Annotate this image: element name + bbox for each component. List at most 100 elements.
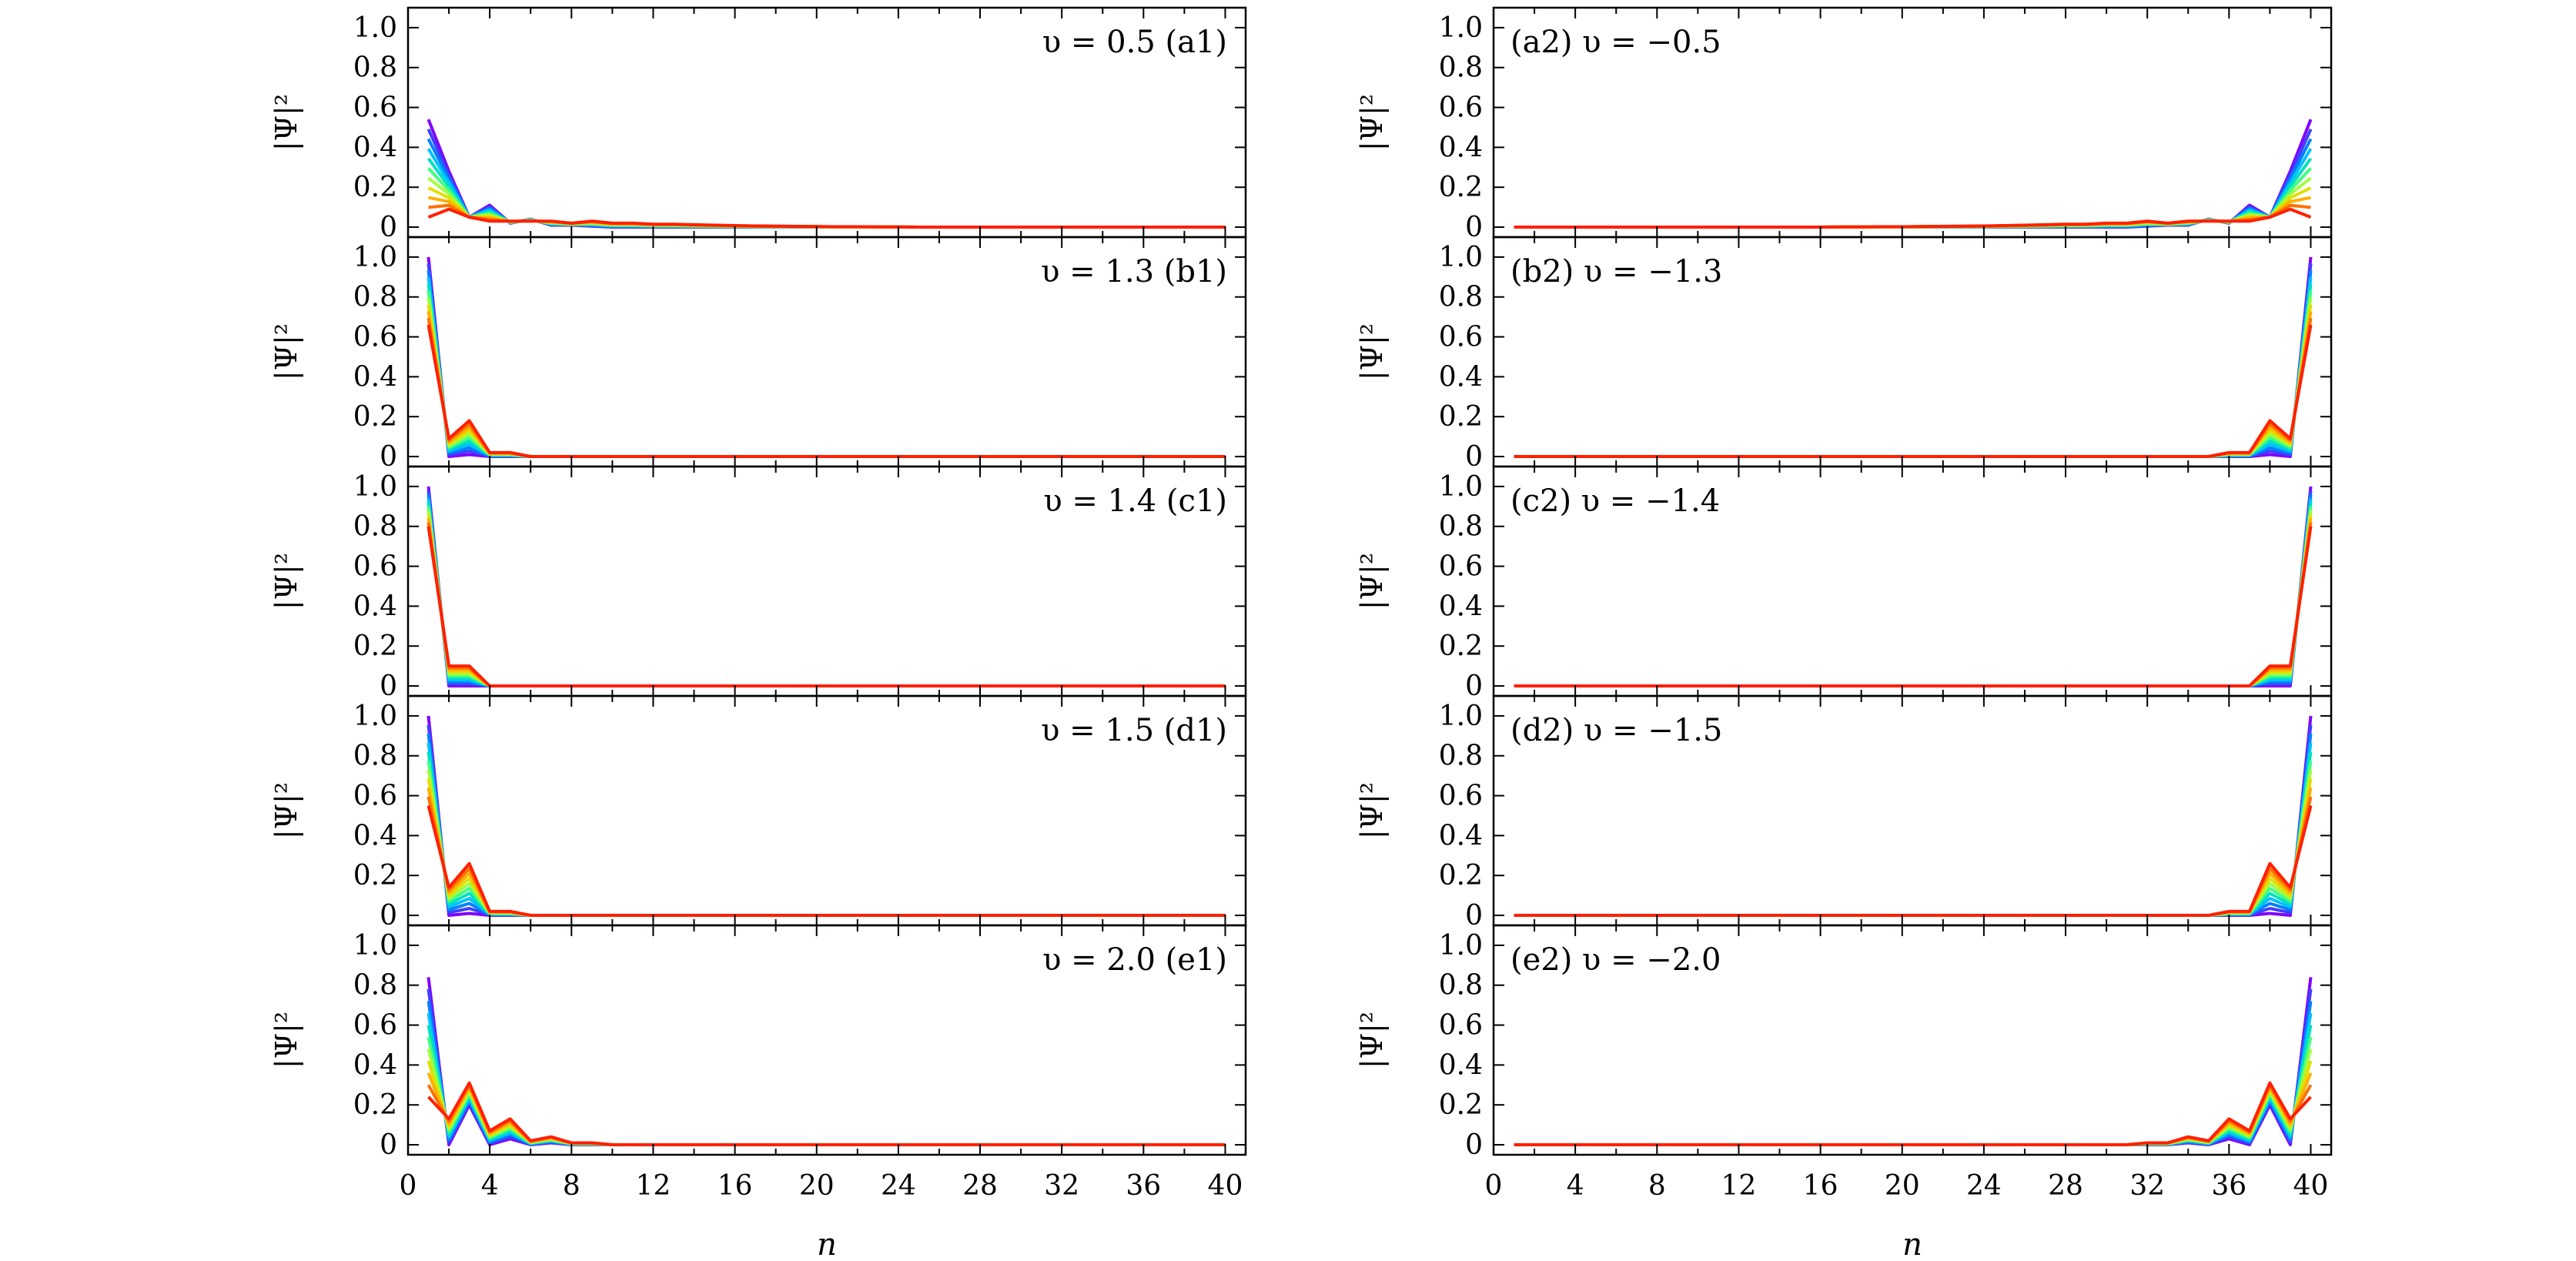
panel-annotation: (c2) υ = −1.4 xyxy=(1510,483,1720,519)
y-tick-label: 0 xyxy=(1465,441,1483,473)
series-line xyxy=(1514,796,2313,917)
panel-b1: 0 0.2 0.4 0.6 0.8 1.0 |Ψ|² υ = 1.3 (b1) xyxy=(269,236,1247,473)
y-tick-label: 0 xyxy=(380,900,397,932)
y-tick-label: 1.0 xyxy=(1439,12,1483,44)
x-tick-label: 16 xyxy=(718,1170,753,1202)
x-tick-label: 36 xyxy=(2211,1170,2246,1202)
series-group xyxy=(427,256,1226,458)
series-line xyxy=(427,518,1226,687)
y-tick-label: 0 xyxy=(1465,212,1483,243)
series-line xyxy=(427,526,1226,687)
y-axis-label: |Ψ|² xyxy=(269,553,303,610)
y-tick-label: 0.8 xyxy=(1439,282,1483,313)
series-line xyxy=(1514,1036,2313,1146)
series-line xyxy=(427,1049,1226,1146)
y-tick-label: 0.6 xyxy=(1439,551,1483,583)
y-axis-label: |Ψ|² xyxy=(1355,323,1389,380)
y-tick-label: 0 xyxy=(1465,1129,1483,1161)
y-tick-label: 1.0 xyxy=(1439,701,1483,732)
y-tick-label: 0 xyxy=(380,671,397,702)
series-line xyxy=(427,502,1226,687)
series-line xyxy=(427,988,1226,1146)
x-tick-label: 20 xyxy=(799,1170,835,1202)
panel-b2: 0 0.2 0.4 0.6 0.8 1.0 |Ψ|² (b2) υ = −1.3 xyxy=(1355,236,2333,473)
series-line xyxy=(1514,502,2313,687)
series-line xyxy=(1514,513,2313,687)
series-line xyxy=(1514,297,2313,458)
series-line xyxy=(427,1001,1226,1146)
series-group xyxy=(1514,486,2313,687)
y-axis-label: |Ψ|² xyxy=(1355,94,1389,151)
y-tick-label: 0.8 xyxy=(1439,970,1483,1002)
y-tick-label: 1.0 xyxy=(353,242,397,273)
series-line xyxy=(427,506,1226,687)
y-tick-label: 0.4 xyxy=(353,820,397,851)
x-tick-label: 28 xyxy=(962,1170,998,1202)
series-line xyxy=(1514,526,2313,687)
series-line xyxy=(1514,778,2313,917)
panel-annotation: υ = 1.3 (b1) xyxy=(1041,254,1227,289)
series-group xyxy=(1514,119,2313,229)
series-line xyxy=(427,805,1226,917)
series-line xyxy=(427,297,1226,458)
y-tick-label: 0.8 xyxy=(353,741,397,772)
plot-frame xyxy=(1492,924,2333,1156)
y-tick-label: 0.8 xyxy=(353,970,397,1002)
series-group xyxy=(427,486,1226,687)
series-line xyxy=(427,263,1226,458)
y-tick-label: 0.2 xyxy=(353,630,397,662)
y-tick-label: 0.6 xyxy=(1439,781,1483,812)
series-line xyxy=(427,498,1226,687)
series-line xyxy=(427,1025,1226,1146)
x-tick-label: 12 xyxy=(1721,1170,1757,1202)
y-tick-label: 0 xyxy=(1465,900,1483,932)
y-axis-label: |Ψ|² xyxy=(269,323,303,380)
series-group xyxy=(427,977,1226,1146)
x-tick-label: 24 xyxy=(1966,1170,2002,1202)
y-tick-label: 0.6 xyxy=(1439,1010,1483,1042)
series-line xyxy=(427,270,1226,458)
x-tick-label: 4 xyxy=(1567,1170,1584,1202)
series-line xyxy=(427,510,1226,687)
y-tick-label: 0.8 xyxy=(1439,741,1483,772)
x-tick-label: 4 xyxy=(481,1170,499,1202)
series-line xyxy=(1514,769,2313,917)
y-tick-label: 1.0 xyxy=(1439,471,1483,503)
series-line xyxy=(1514,506,2313,687)
series-line xyxy=(1514,733,2313,917)
y-tick-label: 0.2 xyxy=(1439,401,1483,433)
y-tick-label: 0.2 xyxy=(353,860,397,891)
series-line xyxy=(1514,270,2313,458)
y-tick-label: 0.2 xyxy=(1439,860,1483,891)
series-line xyxy=(427,796,1226,917)
y-tick-label: 0.2 xyxy=(1439,1089,1483,1121)
panel-annotation: υ = 1.5 (d1) xyxy=(1041,713,1227,748)
panel-d2: 0 0.2 0.4 0.6 0.8 1.0 |Ψ|² (d2) υ = −1.5 xyxy=(1355,694,2333,932)
series-line xyxy=(1514,157,2313,229)
series-line xyxy=(1514,490,2313,687)
series-line xyxy=(1514,805,2313,917)
series-group xyxy=(1514,977,2313,1146)
series-line xyxy=(427,128,1226,229)
series-line xyxy=(427,742,1226,917)
panel-annotation: (a2) υ = −0.5 xyxy=(1510,25,1721,60)
x-tick-label: 16 xyxy=(1803,1170,1838,1202)
series-line xyxy=(427,494,1226,687)
series-line xyxy=(1514,494,2313,687)
x-axis-label: n xyxy=(1902,1227,1922,1258)
series-line xyxy=(427,724,1226,917)
y-tick-label: 0.4 xyxy=(1439,132,1483,163)
series-line xyxy=(1514,724,2313,917)
series-line xyxy=(427,157,1226,229)
y-axis-label: |Ψ|² xyxy=(1355,553,1389,610)
y-tick-label: 0.2 xyxy=(1439,630,1483,662)
x-tick-label: 40 xyxy=(2293,1170,2329,1202)
panel-annotation: (d2) υ = −1.5 xyxy=(1510,713,1722,748)
series-line xyxy=(1514,128,2313,229)
y-tick-label: 1.0 xyxy=(353,701,397,732)
panel-annotation: υ = 0.5 (a1) xyxy=(1042,25,1227,60)
series-line xyxy=(427,769,1226,917)
series-line xyxy=(1514,760,2313,917)
series-line xyxy=(1514,1012,2313,1146)
series-line xyxy=(427,148,1226,229)
